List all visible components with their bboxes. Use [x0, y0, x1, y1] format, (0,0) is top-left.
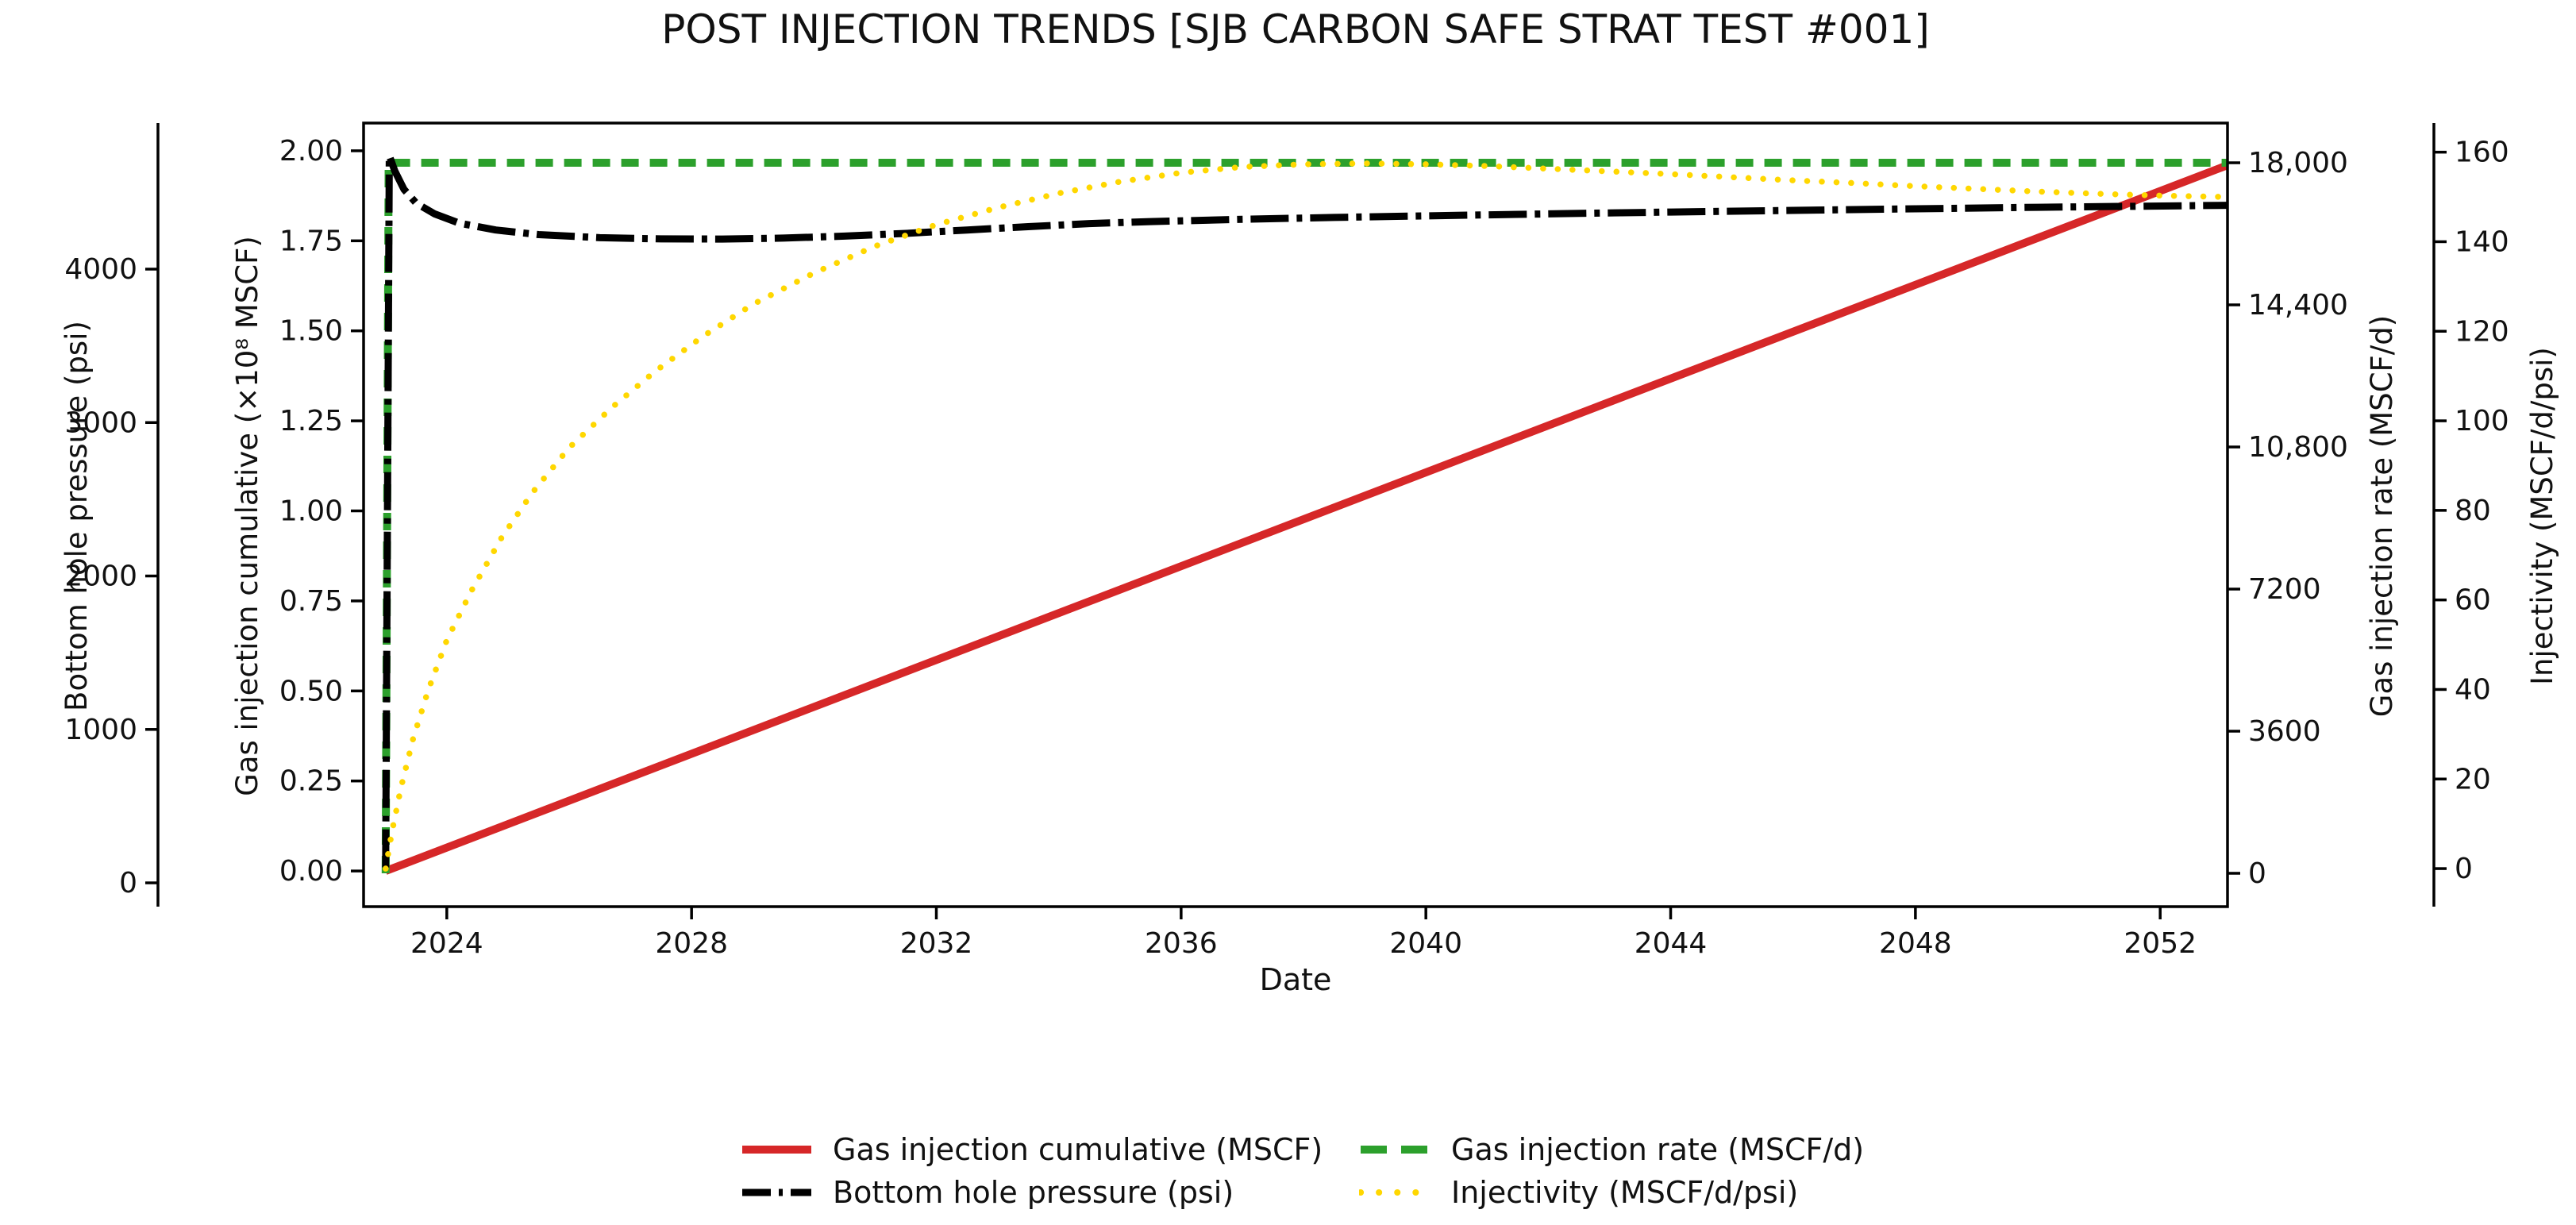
pressure-tick-label: 2000 — [64, 560, 137, 593]
legend-label: Injectivity (MSCF/d/psi) — [1451, 1175, 1799, 1210]
rate-tick-label: 18,000 — [2248, 147, 2348, 179]
cumulative-tick-label: 1.25 — [279, 405, 343, 437]
series-bottom-hole-pressure — [382, 152, 2228, 868]
cumulative-tick-label: 0.75 — [279, 585, 343, 618]
legend-label: Gas injection cumulative (MSCF) — [833, 1132, 1323, 1167]
x-tick-label: 2052 — [2124, 927, 2197, 960]
legend-column-2: Gas injection rate (MSCF/d) Injectivity … — [1359, 1128, 1864, 1214]
injectivity-tick-label: 140 — [2455, 225, 2509, 258]
chart-legend: Gas injection cumulative (MSCF) Bottom h… — [0, 1128, 2576, 1217]
injectivity-tick-label: 60 — [2455, 584, 2491, 617]
legend-item-bottom-hole-pressure: Bottom hole pressure (psi) — [741, 1171, 1323, 1214]
rate-tick-label: 7200 — [2248, 573, 2321, 606]
x-tick-label: 2036 — [1145, 927, 1218, 960]
x-tick-label: 2040 — [1389, 927, 1462, 960]
x-tick-label: 2032 — [900, 927, 973, 960]
cumulative-tick-label: 1.00 — [279, 495, 343, 528]
injectivity-tick-label: 120 — [2455, 315, 2509, 348]
legend-item-injectivity: Injectivity (MSCF/d/psi) — [1359, 1171, 1864, 1214]
injectivity-tick-label: 100 — [2455, 405, 2509, 437]
x-axis-title: Date — [1259, 962, 1332, 997]
injectivity-axis-title: Injectivity (MSCF/d/psi) — [2525, 347, 2559, 685]
legend-marker-dashdot-black — [742, 1188, 811, 1196]
series-gas-injection-cumulative — [384, 161, 2228, 875]
rate-tick-label: 0 — [2248, 857, 2266, 890]
pressure-axis-title: Bottom hole pressure (psi) — [60, 321, 94, 711]
chart-title: POST INJECTION TRENDS [SJB CARBON SAFE S… — [661, 6, 1930, 52]
legend-column-1: Gas injection cumulative (MSCF) Bottom h… — [741, 1128, 1323, 1214]
cumulative-tick-label: 1.75 — [279, 225, 343, 257]
injectivity-tick-label: 20 — [2455, 763, 2491, 795]
x-tick-label: 2044 — [1635, 927, 1708, 960]
injectivity-tick-label: 0 — [2455, 853, 2473, 885]
pressure-tick-label: 3000 — [64, 406, 137, 439]
legend-marker-dotted-yellow — [1359, 1189, 1431, 1196]
cumulative-tick-label: 0.00 — [279, 855, 343, 888]
x-tick-label: 2028 — [655, 927, 728, 960]
rate-tick-label: 14,400 — [2248, 289, 2348, 322]
rate-tick-label: 10,800 — [2248, 431, 2348, 464]
legend-label: Gas injection rate (MSCF/d) — [1451, 1132, 1865, 1167]
legend-label: Bottom hole pressure (psi) — [833, 1175, 1234, 1210]
x-tick-label: 2024 — [410, 927, 483, 960]
plot-box — [362, 121, 2229, 908]
series-gas-injection-rate — [381, 159, 2228, 874]
cumulative-axis-title: Gas injection cumulative (×10⁸ MSCF) — [230, 236, 264, 796]
pressure-tick-label: 0 — [119, 867, 137, 899]
x-tick-label: 2048 — [1879, 927, 1952, 960]
rate-tick-label: 3600 — [2248, 715, 2321, 748]
rate-axis-title: Gas injection rate (MSCF/d) — [2365, 314, 2399, 718]
injectivity-tick-label: 160 — [2455, 137, 2509, 169]
cumulative-tick-label: 2.00 — [279, 135, 343, 168]
cumulative-tick-label: 0.50 — [279, 675, 343, 707]
pressure-tick-label: 1000 — [64, 714, 137, 746]
series-injectivity — [383, 160, 2228, 872]
legend-item-gas-injection-cumulative: Gas injection cumulative (MSCF) — [741, 1128, 1323, 1171]
cumulative-tick-label: 1.50 — [279, 315, 343, 348]
series-group — [381, 152, 2228, 875]
legend-marker-dashed-green — [1361, 1146, 1430, 1154]
legend-marker-solid-red — [742, 1146, 811, 1154]
injectivity-tick-label: 40 — [2455, 673, 2491, 706]
injectivity-tick-label: 80 — [2455, 495, 2491, 527]
pressure-tick-label: 4000 — [64, 253, 137, 286]
legend-item-gas-injection-rate: Gas injection rate (MSCF/d) — [1359, 1128, 1864, 1171]
cumulative-tick-label: 0.25 — [279, 765, 343, 798]
